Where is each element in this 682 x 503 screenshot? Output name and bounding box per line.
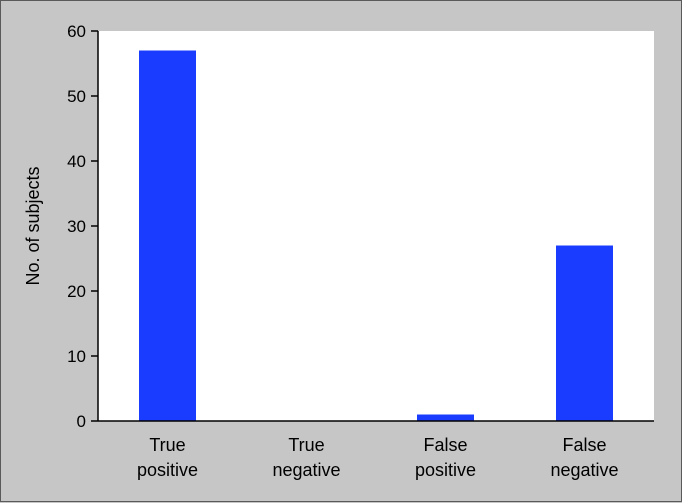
x-tick-label: False (562, 435, 606, 455)
x-tick-label: negative (550, 460, 618, 480)
y-tick-label: 50 (67, 87, 86, 106)
x-tick-label: True (288, 435, 324, 455)
x-tick-label: positive (415, 460, 476, 480)
bar-0 (139, 50, 196, 421)
bar-2 (417, 414, 474, 421)
bar-3 (556, 245, 613, 421)
y-tick-label: 40 (67, 152, 86, 171)
x-axis: True positive True negative False positive Fal… (98, 420, 654, 480)
y-tick-label: 30 (67, 217, 86, 236)
bars-group (139, 50, 613, 421)
y-tick-label: 60 (67, 22, 86, 41)
y-tick-label: 20 (67, 282, 86, 301)
y-tick-label: 10 (67, 347, 86, 366)
y-axis-title: No. of subjects (23, 166, 43, 285)
x-tick-label: True (149, 435, 185, 455)
y-tick-label: 0 (77, 412, 86, 431)
y-axis: 0 10 20 30 40 50 60 (67, 22, 99, 431)
x-tick-label: positive (137, 460, 198, 480)
x-tick-label: False (423, 435, 467, 455)
x-tick-label: negative (272, 460, 340, 480)
